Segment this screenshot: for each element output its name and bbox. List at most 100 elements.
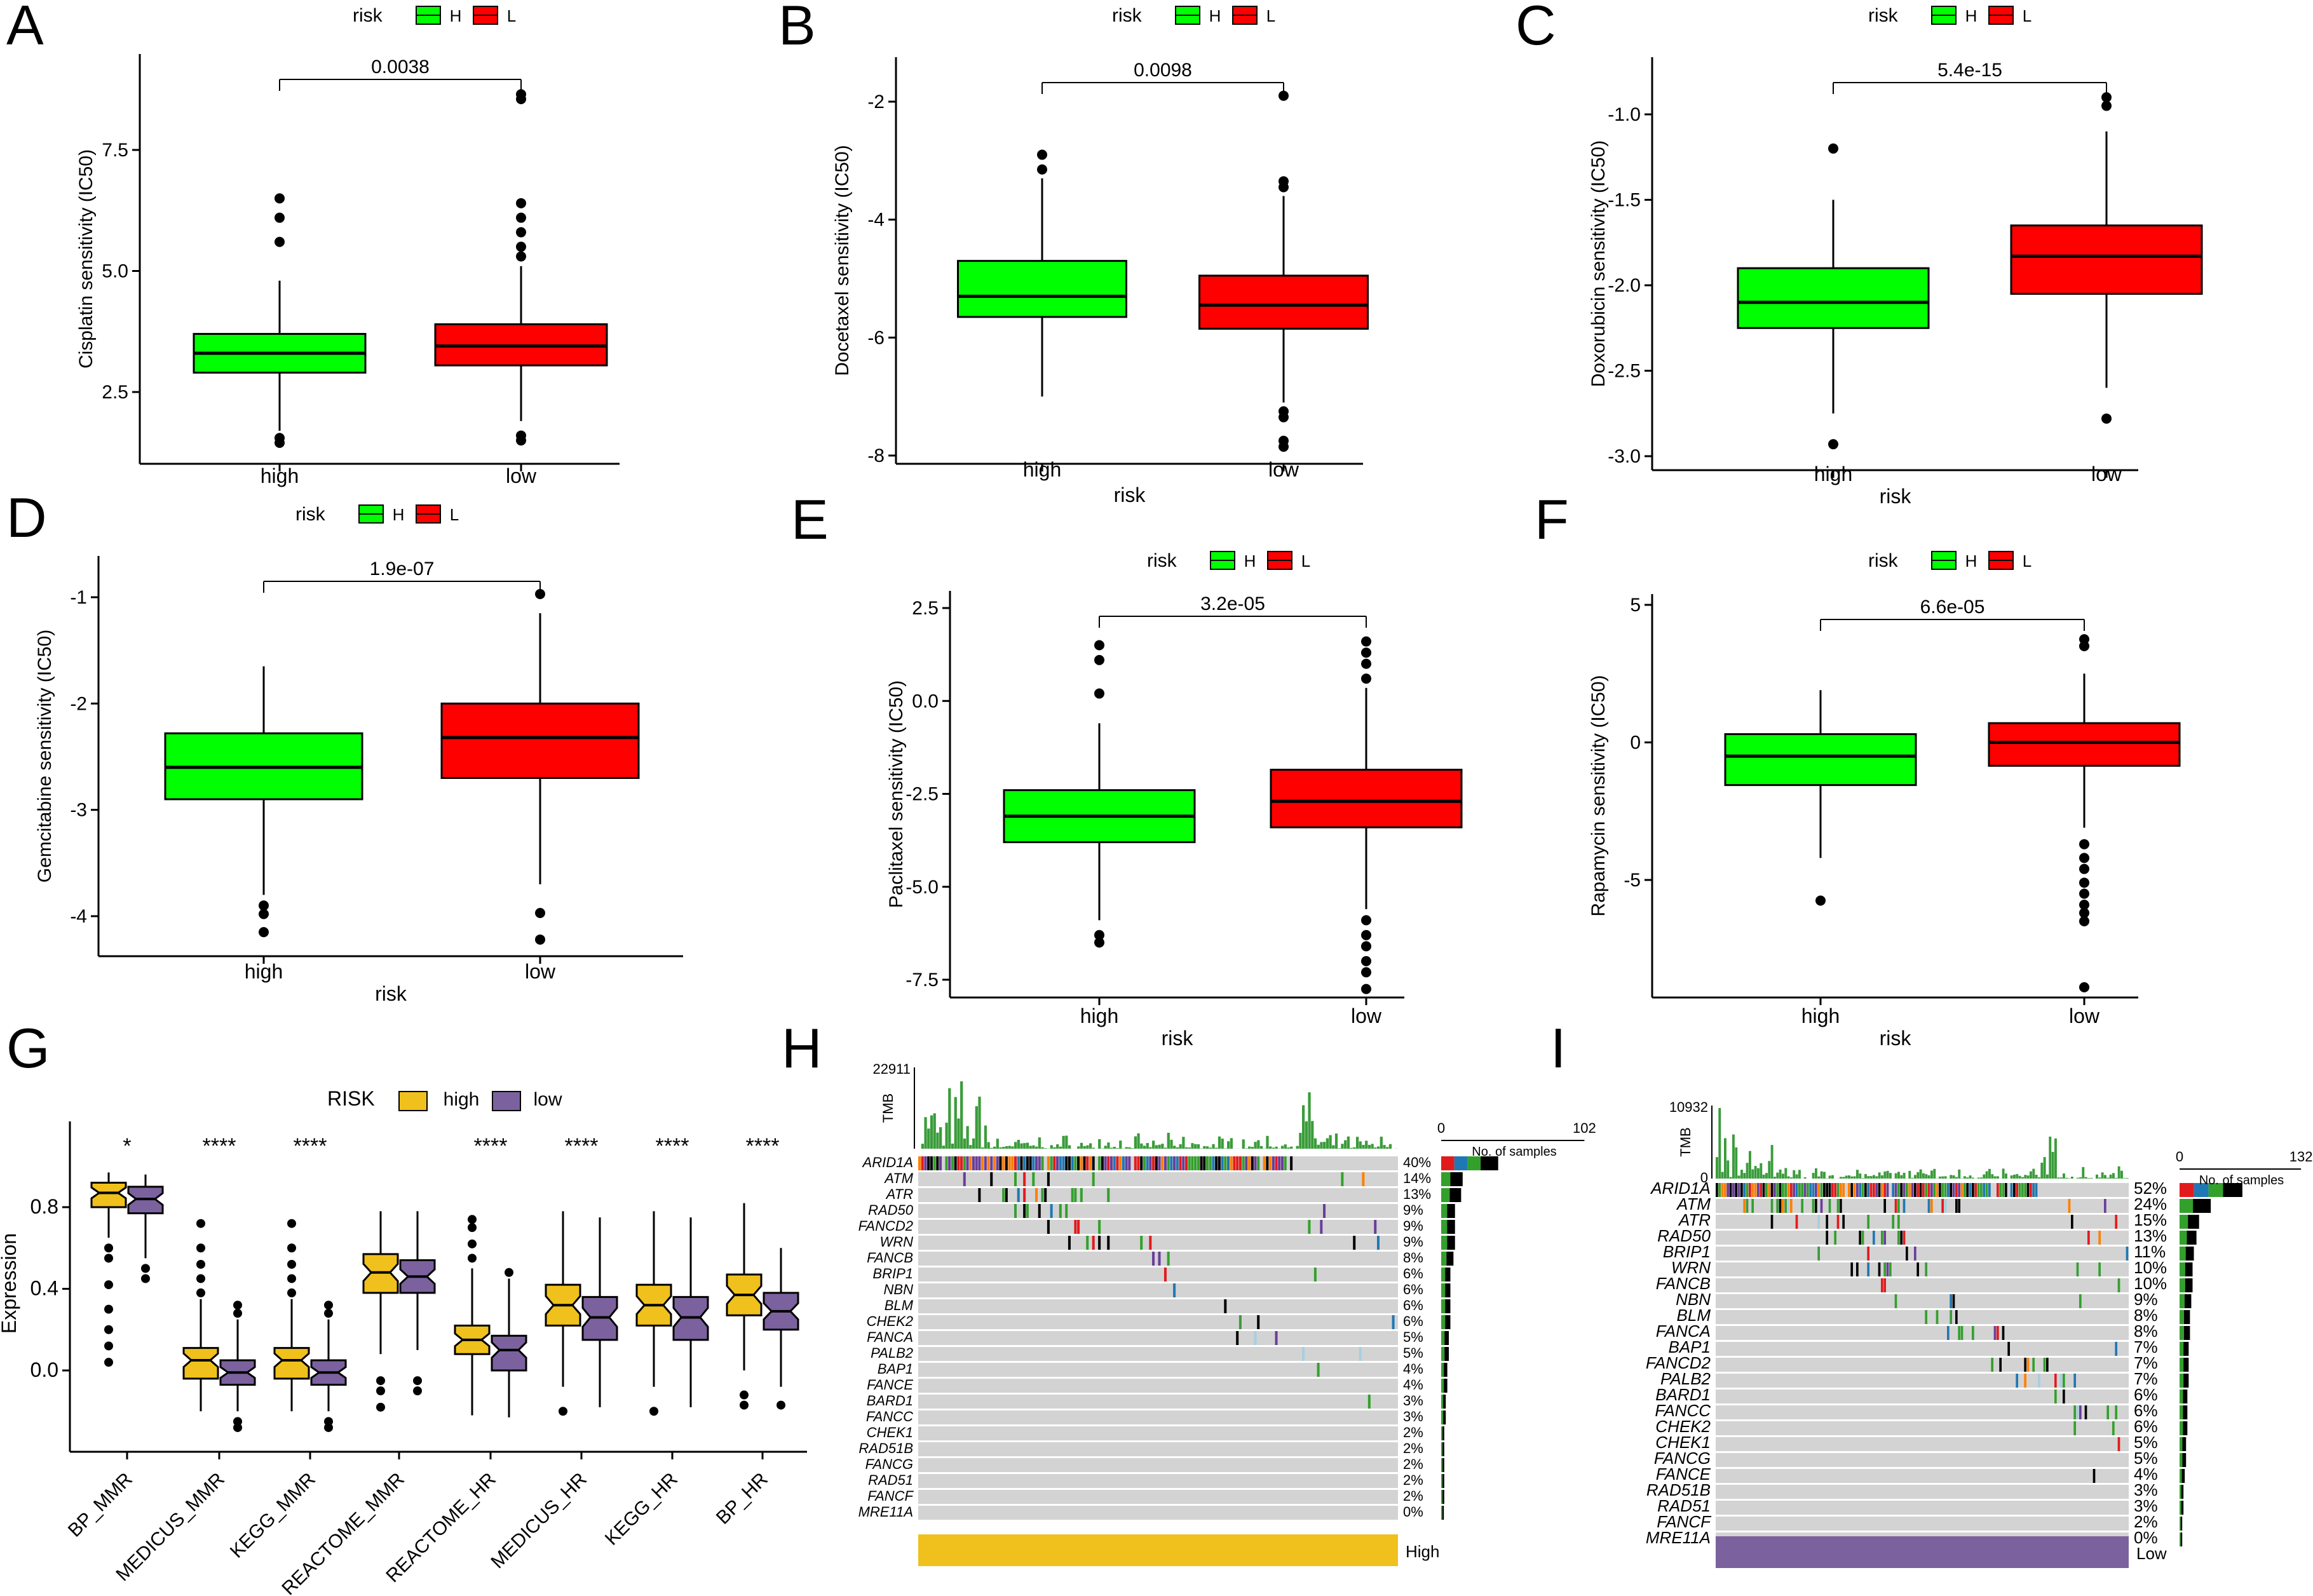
- mutation-cell: [1047, 1220, 1050, 1234]
- mutation-cell: [1020, 1156, 1023, 1170]
- tmb-bar: [987, 1142, 990, 1149]
- mutation-grid: ARID1A 40% ATM 14% ATR 13% RAD50 9% FANCD2 9% WRN 9…: [858, 1154, 1498, 1520]
- gene-percent: 7%: [2134, 1337, 2158, 1356]
- legend: risk H L: [295, 504, 459, 525]
- tmb-bar: [2018, 1175, 2021, 1179]
- mutation-cell: [1077, 1156, 1080, 1170]
- mutation-cell: [1836, 1215, 1840, 1229]
- gene-percent: 13%: [2134, 1226, 2167, 1245]
- mutation-cell: [1817, 1247, 1821, 1261]
- mutation-cell: [1032, 1172, 1035, 1186]
- tmb-bar: [945, 1123, 948, 1149]
- box-low: [1198, 274, 1369, 330]
- y-tick-label: 0.0: [912, 691, 939, 712]
- tmb-bar: [1287, 1147, 1290, 1149]
- mutation-cell: [2073, 1421, 2077, 1435]
- sample-count-bar: [2183, 1358, 2189, 1372]
- mutation-cell: [993, 1156, 996, 1170]
- tmb-bar: [2057, 1177, 2060, 1179]
- p-value: 0.0038: [371, 57, 430, 78]
- gene-percent: 6%: [2134, 1385, 2158, 1404]
- mutation-cell: [1997, 1326, 1999, 1340]
- significance-mark: ****: [746, 1134, 780, 1158]
- mutation-cell: [1163, 1156, 1167, 1170]
- mutation-cell: [1743, 1183, 1746, 1197]
- sample-count-bar: [2185, 1278, 2193, 1292]
- mutation-cell: [1735, 1183, 1738, 1197]
- mutation-cell: [1801, 1199, 1804, 1213]
- outlier-point: [104, 1358, 113, 1367]
- outlier-point: [2079, 899, 2089, 910]
- mutation-cell: [1859, 1183, 1862, 1197]
- tmb-bar: [1765, 1173, 1768, 1179]
- sample-count-bar: [1445, 1268, 1451, 1282]
- mutation-cell: [1972, 1183, 1974, 1197]
- gene-label: RAD51: [1657, 1496, 1711, 1515]
- tmb-bar: [969, 1145, 972, 1149]
- p-value: 1.9e-07: [370, 558, 435, 579]
- y-tick-label: -3.0: [1608, 446, 1641, 467]
- mutation-cell: [1746, 1199, 1749, 1213]
- mutation-cell: [1964, 1183, 1966, 1197]
- mutation-cell: [945, 1156, 948, 1170]
- p-value: 5.4e-15: [1937, 60, 2002, 81]
- mutation-cell: [2032, 1183, 2035, 1197]
- sample-count-bar: [1442, 1490, 1444, 1504]
- mutation-cell: [1848, 1183, 1850, 1197]
- outlier-point: [468, 1254, 477, 1263]
- tmb-bar: [1344, 1140, 1347, 1149]
- tmb-bar: [1784, 1168, 1787, 1179]
- sample-count-bar: [2181, 1485, 2184, 1499]
- mutation-cell: [1770, 1215, 1774, 1229]
- outlier-point: [2079, 982, 2089, 992]
- mutation-cell: [1774, 1183, 1776, 1197]
- tmb-bar: [954, 1097, 957, 1149]
- outlier-point: [196, 1219, 205, 1228]
- mutation-cell: [1038, 1156, 1041, 1170]
- mutation-cell: [1950, 1310, 1953, 1324]
- mutation-cell: [1812, 1199, 1815, 1213]
- significance-mark: ****: [656, 1134, 689, 1158]
- tmb-bar: [972, 1138, 975, 1149]
- mutation-cell: [1894, 1294, 1897, 1308]
- tmb-label: TMB: [1678, 1127, 1693, 1156]
- mutation-cell: [1820, 1199, 1823, 1213]
- gene-percent: 3%: [1403, 1409, 1423, 1424]
- sample-count-bar: [1445, 1283, 1451, 1297]
- tmb-bar: [1206, 1146, 1209, 1149]
- mutation-cell: [1952, 1183, 1955, 1197]
- gene-label: WRN: [1671, 1258, 1711, 1277]
- tmb-bar: [2051, 1152, 2054, 1179]
- panel-G: G RISK high low 0.0 0.4 0.8 Expression BP_MMR * ME…: [0, 1017, 807, 1596]
- sample-count-bar: [1441, 1236, 1448, 1250]
- outlier-point: [196, 1274, 205, 1283]
- x-tick-label: high: [1814, 463, 1853, 485]
- mutation-cell: [1218, 1156, 1221, 1170]
- tmb-bar: [2032, 1168, 2035, 1179]
- sample-count-bar: [2185, 1262, 2193, 1276]
- y-axis-label: Rapamycin sensitivity (IC50): [1588, 675, 1609, 916]
- mutation-cell: [1732, 1183, 1735, 1197]
- mutation-cell: [1290, 1156, 1293, 1170]
- mutation-cell: [1086, 1156, 1089, 1170]
- outlier-point: [104, 1280, 113, 1290]
- mutation-cell: [1897, 1215, 1900, 1229]
- outlier-point: [259, 900, 269, 911]
- mutation-cell: [1074, 1220, 1077, 1234]
- sample-count-bar: [1442, 1442, 1444, 1456]
- mutation-cell: [2079, 1405, 2082, 1419]
- mutation-cell: [1809, 1183, 1812, 1197]
- x-tick-label: high: [1801, 1004, 1840, 1027]
- legend-key: [398, 1091, 428, 1111]
- tmb-bar: [1889, 1173, 1892, 1179]
- outlier-point: [649, 1407, 658, 1416]
- outlier-point: [413, 1376, 422, 1386]
- mutation-cell: [1062, 1156, 1065, 1170]
- mutation-cell: [1721, 1183, 1724, 1197]
- outlier-point: [1279, 442, 1289, 452]
- tmb-bar: [963, 1139, 967, 1149]
- tmb-bar: [975, 1106, 978, 1149]
- mutation-cell: [2046, 1358, 2049, 1372]
- gene-percent: 11%: [2134, 1242, 2166, 1261]
